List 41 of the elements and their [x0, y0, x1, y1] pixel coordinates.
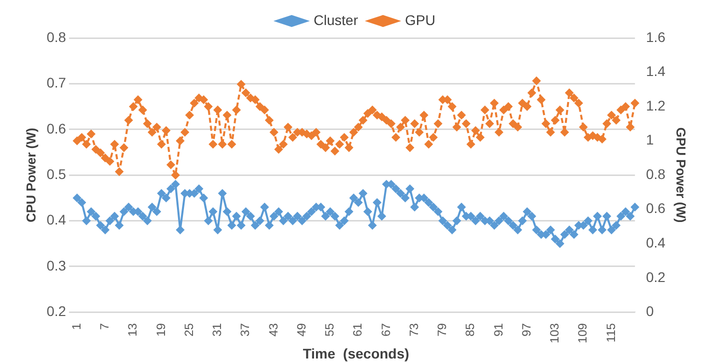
- x-tick-label: 7: [98, 322, 112, 330]
- x-tick-label: 49: [294, 322, 308, 337]
- x-tick-label: 73: [406, 322, 421, 337]
- y-tick-label: 0.6: [46, 120, 66, 136]
- legend-label: Cluster: [314, 12, 358, 28]
- x-tick-label: 91: [491, 322, 506, 337]
- x-tick-label: 103: [548, 322, 562, 344]
- y-axis-title: CPU Power (W): [23, 128, 38, 222]
- y-tick-label: 0.7: [46, 74, 66, 91]
- x-axis-title: Time (seconds): [302, 345, 410, 362]
- x-tick-label: 1: [69, 322, 84, 330]
- legend-label: GPU: [405, 12, 436, 28]
- x-tick-label: 43: [266, 322, 280, 337]
- x-tick-label: 115: [604, 322, 618, 342]
- y-tick-label: 0.8: [46, 28, 66, 45]
- y2-tick-label: 1.6: [646, 28, 666, 45]
- x-tick-label: 25: [182, 322, 196, 337]
- y2-tick-label: 0.6: [646, 200, 666, 216]
- x-tick-label: 97: [519, 322, 534, 337]
- y2-tick-label: 0.8: [646, 166, 666, 182]
- y-tick-label: 0.3: [46, 257, 66, 274]
- x-tick-label: 13: [126, 322, 140, 337]
- x-tick-label: 61: [350, 322, 365, 337]
- y-tick-label: 0.5: [46, 166, 66, 182]
- x-tick-label: 31: [210, 322, 224, 337]
- x-tick-label: 37: [238, 322, 252, 337]
- x-tick-label: 79: [435, 322, 450, 337]
- y2-tick-label: 0.4: [646, 234, 666, 250]
- y2-tick-label: 0.2: [646, 268, 666, 285]
- y2-tick-label: 1: [646, 132, 654, 148]
- x-tick-label: 109: [576, 322, 590, 344]
- x-tick-label: 67: [378, 322, 393, 337]
- x-tick-label: 19: [154, 322, 168, 337]
- y-tick-label: 0.4: [46, 212, 66, 228]
- x-tick-label: 85: [463, 322, 478, 337]
- y-tick-label: 0.2: [46, 303, 66, 320]
- y2-tick-label: 0: [646, 303, 654, 320]
- y2-tick-label: 1.2: [646, 97, 666, 114]
- x-tick-label: 55: [322, 322, 337, 337]
- y2-tick-label: 1.4: [646, 63, 666, 80]
- y2-axis-title: GPU Power (W): [674, 127, 689, 223]
